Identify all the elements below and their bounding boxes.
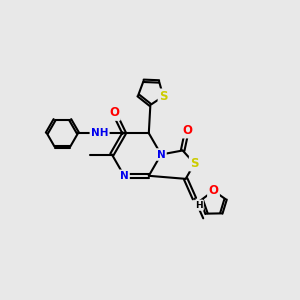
Text: O: O xyxy=(182,124,192,137)
Text: N: N xyxy=(157,149,166,160)
Text: S: S xyxy=(190,157,199,170)
Text: S: S xyxy=(159,90,167,103)
Text: H: H xyxy=(195,201,203,210)
Text: NH: NH xyxy=(91,128,108,138)
Text: O: O xyxy=(208,184,218,197)
Text: N: N xyxy=(120,171,129,181)
Text: O: O xyxy=(110,106,119,119)
